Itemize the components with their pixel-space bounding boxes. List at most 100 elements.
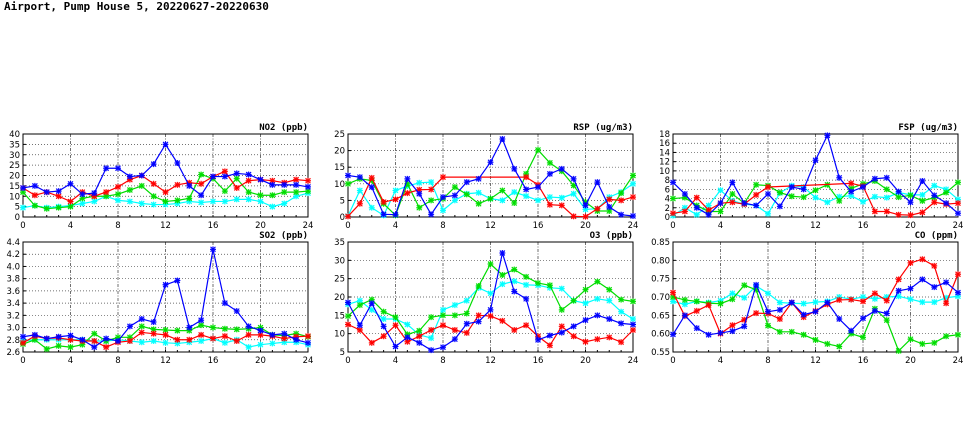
marker-star <box>475 200 482 207</box>
marker-star <box>293 176 300 183</box>
y-tick-label: 4.0 <box>6 262 20 272</box>
marker-star <box>594 336 601 343</box>
marker-star <box>428 335 435 342</box>
data-point <box>392 343 399 350</box>
data-point <box>305 177 311 184</box>
data-point <box>221 168 228 175</box>
marker-star <box>79 336 86 343</box>
data-point <box>765 322 771 329</box>
marker-star <box>848 327 855 334</box>
data-point <box>860 294 866 300</box>
data-point <box>871 193 878 200</box>
data-point <box>618 320 625 327</box>
marker-star <box>523 273 530 280</box>
marker-star <box>281 330 288 337</box>
marker-star <box>245 344 252 351</box>
data-point <box>812 336 819 343</box>
data-point <box>43 335 50 342</box>
data-point <box>871 307 878 314</box>
data-point <box>404 334 411 341</box>
marker-star <box>848 188 855 195</box>
marker-star <box>150 338 157 344</box>
data-point <box>717 208 724 215</box>
marker-star <box>570 333 577 340</box>
marker-star <box>919 299 926 306</box>
data-point <box>582 213 589 220</box>
marker-star <box>91 338 98 344</box>
marker-star <box>257 198 264 205</box>
data-point <box>293 336 300 343</box>
x-tick-label: 20 <box>580 221 591 231</box>
marker-star <box>871 295 878 302</box>
marker-star <box>630 194 636 201</box>
data-point <box>788 299 795 306</box>
data-point <box>392 322 399 329</box>
marker-star <box>871 307 878 314</box>
data-point <box>269 192 276 199</box>
data-point <box>693 204 700 211</box>
data-point <box>31 202 38 209</box>
marker-star <box>753 286 760 293</box>
x-tick-label: 8 <box>115 221 120 231</box>
x-tick-label: 16 <box>858 221 869 231</box>
marker-star <box>368 300 375 307</box>
marker-star <box>606 286 613 293</box>
marker-star <box>440 322 446 329</box>
data-point <box>800 331 807 338</box>
data-point <box>871 175 878 182</box>
data-point <box>883 174 890 181</box>
data-point <box>812 308 819 315</box>
data-point <box>523 281 530 288</box>
marker-star <box>380 199 387 206</box>
marker-star <box>293 181 300 188</box>
marker-star <box>618 308 625 315</box>
data-point <box>162 189 169 196</box>
marker-star <box>233 308 240 315</box>
marker-star <box>499 281 506 288</box>
data-point <box>836 197 843 204</box>
y-tick-label: 2 <box>665 204 670 214</box>
data-point <box>79 341 86 348</box>
data-point <box>753 202 760 209</box>
marker-star <box>705 211 712 218</box>
marker-star <box>186 324 193 331</box>
data-point <box>776 328 783 335</box>
data-point <box>221 173 228 180</box>
y-tick-label: 3.4 <box>6 299 20 309</box>
data-point <box>416 204 423 211</box>
data-point <box>523 322 530 329</box>
data-point <box>570 323 577 330</box>
data-point <box>955 271 961 278</box>
data-point <box>245 171 252 178</box>
data-point <box>293 181 300 188</box>
data-point <box>451 327 458 333</box>
marker-star <box>883 194 890 201</box>
marker-star <box>729 179 736 186</box>
y-tick-label: 6 <box>665 185 670 195</box>
data-point <box>511 200 518 207</box>
marker-star <box>943 300 950 307</box>
data-point <box>546 201 553 208</box>
marker-star <box>670 298 676 305</box>
marker-star <box>150 330 157 337</box>
data-point <box>618 197 625 204</box>
marker-star <box>499 272 506 278</box>
data-point <box>475 175 482 182</box>
data-point <box>150 180 157 187</box>
marker-star <box>848 296 855 303</box>
data-point <box>523 186 530 193</box>
data-point <box>257 176 264 183</box>
data-point <box>582 300 589 307</box>
data-point <box>919 209 926 216</box>
marker-star <box>943 189 950 196</box>
marker-star <box>741 316 748 323</box>
marker-star <box>233 338 240 344</box>
data-point <box>198 180 205 187</box>
marker-star <box>281 189 288 196</box>
marker-star <box>499 135 506 142</box>
data-point <box>907 296 914 303</box>
marker-star <box>162 198 169 205</box>
marker-star <box>824 132 831 139</box>
marker-star <box>186 198 193 205</box>
